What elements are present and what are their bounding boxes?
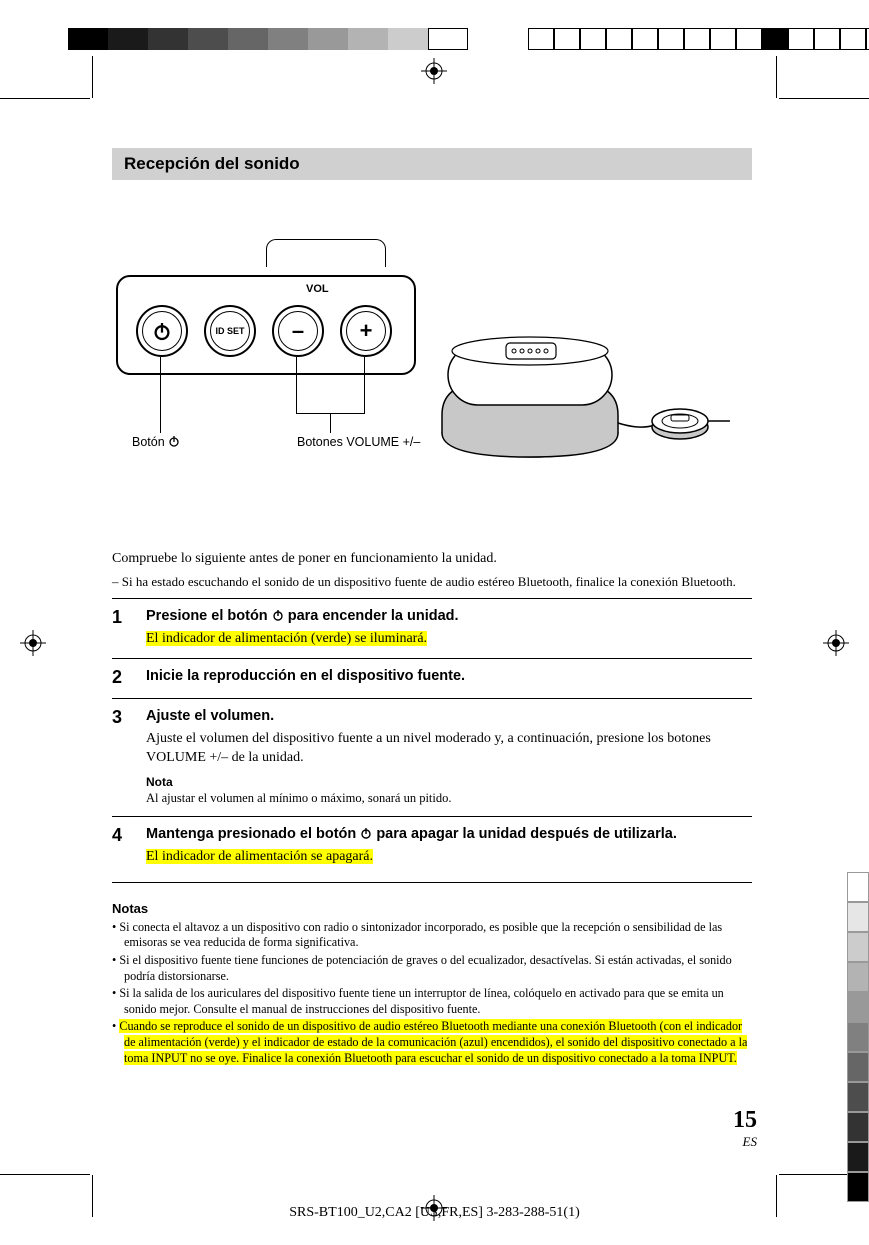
crop-mark [92,56,93,98]
caption-volume-buttons: Botones VOLUME +/– [297,435,420,449]
page-content: Recepción del sonido VOL ID SET – + Botó… [112,148,752,1068]
control-panel-box: VOL ID SET – + [116,275,416,375]
calibration-bar-top [0,28,869,50]
crop-mark [779,98,869,99]
idset-button-icon: ID SET [204,305,256,357]
step-number: 4 [112,825,146,866]
step-note-heading: Nota [146,775,752,789]
lead-line [364,357,365,413]
rule [112,882,752,883]
note-item: Si conecta el altavoz a un dispositivo c… [112,920,752,951]
registration-mark-icon [823,630,849,656]
step-heading: Presione el botón para encender la unida… [146,607,752,626]
volume-minus-button-icon: – [272,305,324,357]
power-icon [272,609,284,621]
note-item: Si la salida de los auriculares del disp… [112,986,752,1017]
intro-line: Compruebe lo siguiente antes de poner en… [112,550,752,569]
step-highlight: El indicador de alimentación se apagará. [146,848,752,866]
intro-text: Compruebe lo siguiente antes de poner en… [112,550,752,590]
edge-grayscale-bar [847,872,869,1202]
intro-dash-item: – Si ha estado escuchando el sonido de u… [112,573,752,591]
page-number: 15 [733,1107,757,1134]
page-lang: ES [733,1134,757,1150]
step-heading: Ajuste el volumen. [146,707,752,726]
step-4: 4 Mantenga presionado el botón para apag… [112,816,752,876]
check-boxes [528,28,869,50]
lead-line [296,357,297,413]
notes-list: Si conecta el altavoz a un dispositivo c… [112,920,752,1066]
step-heading: Inicie la reproducción en el dispositivo… [146,667,752,686]
speaker-illustration [440,315,730,470]
registration-mark-icon [20,630,46,656]
registration-mark-icon [421,58,447,84]
steps-list: 1 Presione el botón para encender la uni… [112,598,752,882]
step-2: 2 Inicie la reproducción en el dispositi… [112,658,752,698]
device-diagram: VOL ID SET – + Botón Botones VOLUME +/– [112,235,752,480]
step-number: 1 [112,607,146,648]
step-highlight: El indicador de alimentación (verde) se … [146,630,752,648]
section-title: Recepción del sonido [112,148,752,180]
grayscale-swatches [68,28,468,50]
power-icon [168,435,180,447]
step-3: 3 Ajuste el volumen. Ajuste el volumen d… [112,698,752,815]
crop-mark [0,98,90,99]
footer-string: SRS-BT100_U2,CA2 [US,FR,ES] 3-283-288-51… [0,1205,869,1221]
crop-mark [776,56,777,98]
step-note-text: Al ajustar el volumen al mínimo o máximo… [146,791,752,806]
caption-power-button: Botón [132,435,180,449]
crop-mark [0,1174,90,1175]
step-heading: Mantenga presionado el botón para apagar… [146,825,752,844]
page-number-block: 15 ES [733,1107,757,1150]
lead-line [160,357,161,433]
vol-label: VOL [306,283,329,295]
vol-bracket-line [266,239,386,267]
power-icon [360,827,372,839]
lead-line [330,413,331,433]
note-item-highlight: Cuando se reproduce el sonido de un disp… [112,1019,752,1066]
power-button-icon [136,305,188,357]
step-number: 3 [112,707,146,805]
notes-heading: Notas [112,901,752,916]
volume-plus-button-icon: + [340,305,392,357]
step-number: 2 [112,667,146,688]
note-item: Si el dispositivo fuente tiene funciones… [112,953,752,984]
step-text: Ajuste el volumen del dispositivo fuente… [146,730,752,766]
step-1: 1 Presione el botón para encender la uni… [112,598,752,658]
